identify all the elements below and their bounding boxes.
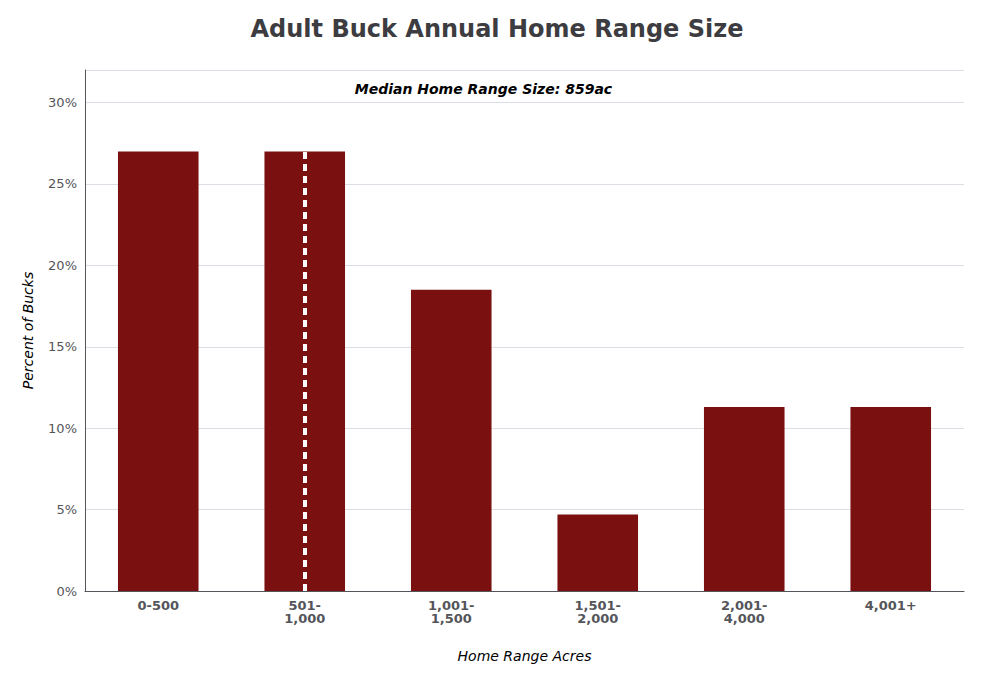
- svg-text:5%: 5%: [56, 502, 77, 517]
- svg-text:2,001-: 2,001-: [721, 598, 768, 613]
- svg-text:Home Range Acres: Home Range Acres: [458, 648, 592, 664]
- svg-text:Percent of Bucks: Percent of Bucks: [20, 272, 36, 389]
- svg-text:1,001-: 1,001-: [428, 598, 475, 613]
- svg-text:1,501-: 1,501-: [574, 598, 621, 613]
- svg-text:25%: 25%: [48, 176, 77, 191]
- svg-text:30%: 30%: [48, 95, 77, 110]
- svg-text:15%: 15%: [48, 339, 77, 354]
- svg-text:0%: 0%: [56, 584, 77, 599]
- svg-text:Median Home Range Size: 859ac: Median Home Range Size: 859ac: [355, 81, 613, 97]
- svg-text:1,500: 1,500: [431, 611, 472, 626]
- svg-text:10%: 10%: [48, 421, 77, 436]
- svg-text:Adult Buck Annual Home Range S: Adult Buck Annual Home Range Size: [251, 15, 744, 43]
- svg-text:20%: 20%: [48, 258, 77, 273]
- svg-text:501-: 501-: [288, 598, 321, 613]
- svg-text:1,000: 1,000: [284, 611, 325, 626]
- svg-text:4,001+: 4,001+: [865, 598, 917, 613]
- svg-text:0-500: 0-500: [137, 598, 179, 613]
- svg-text:2,000: 2,000: [577, 611, 618, 626]
- svg-text:4,000: 4,000: [724, 611, 765, 626]
